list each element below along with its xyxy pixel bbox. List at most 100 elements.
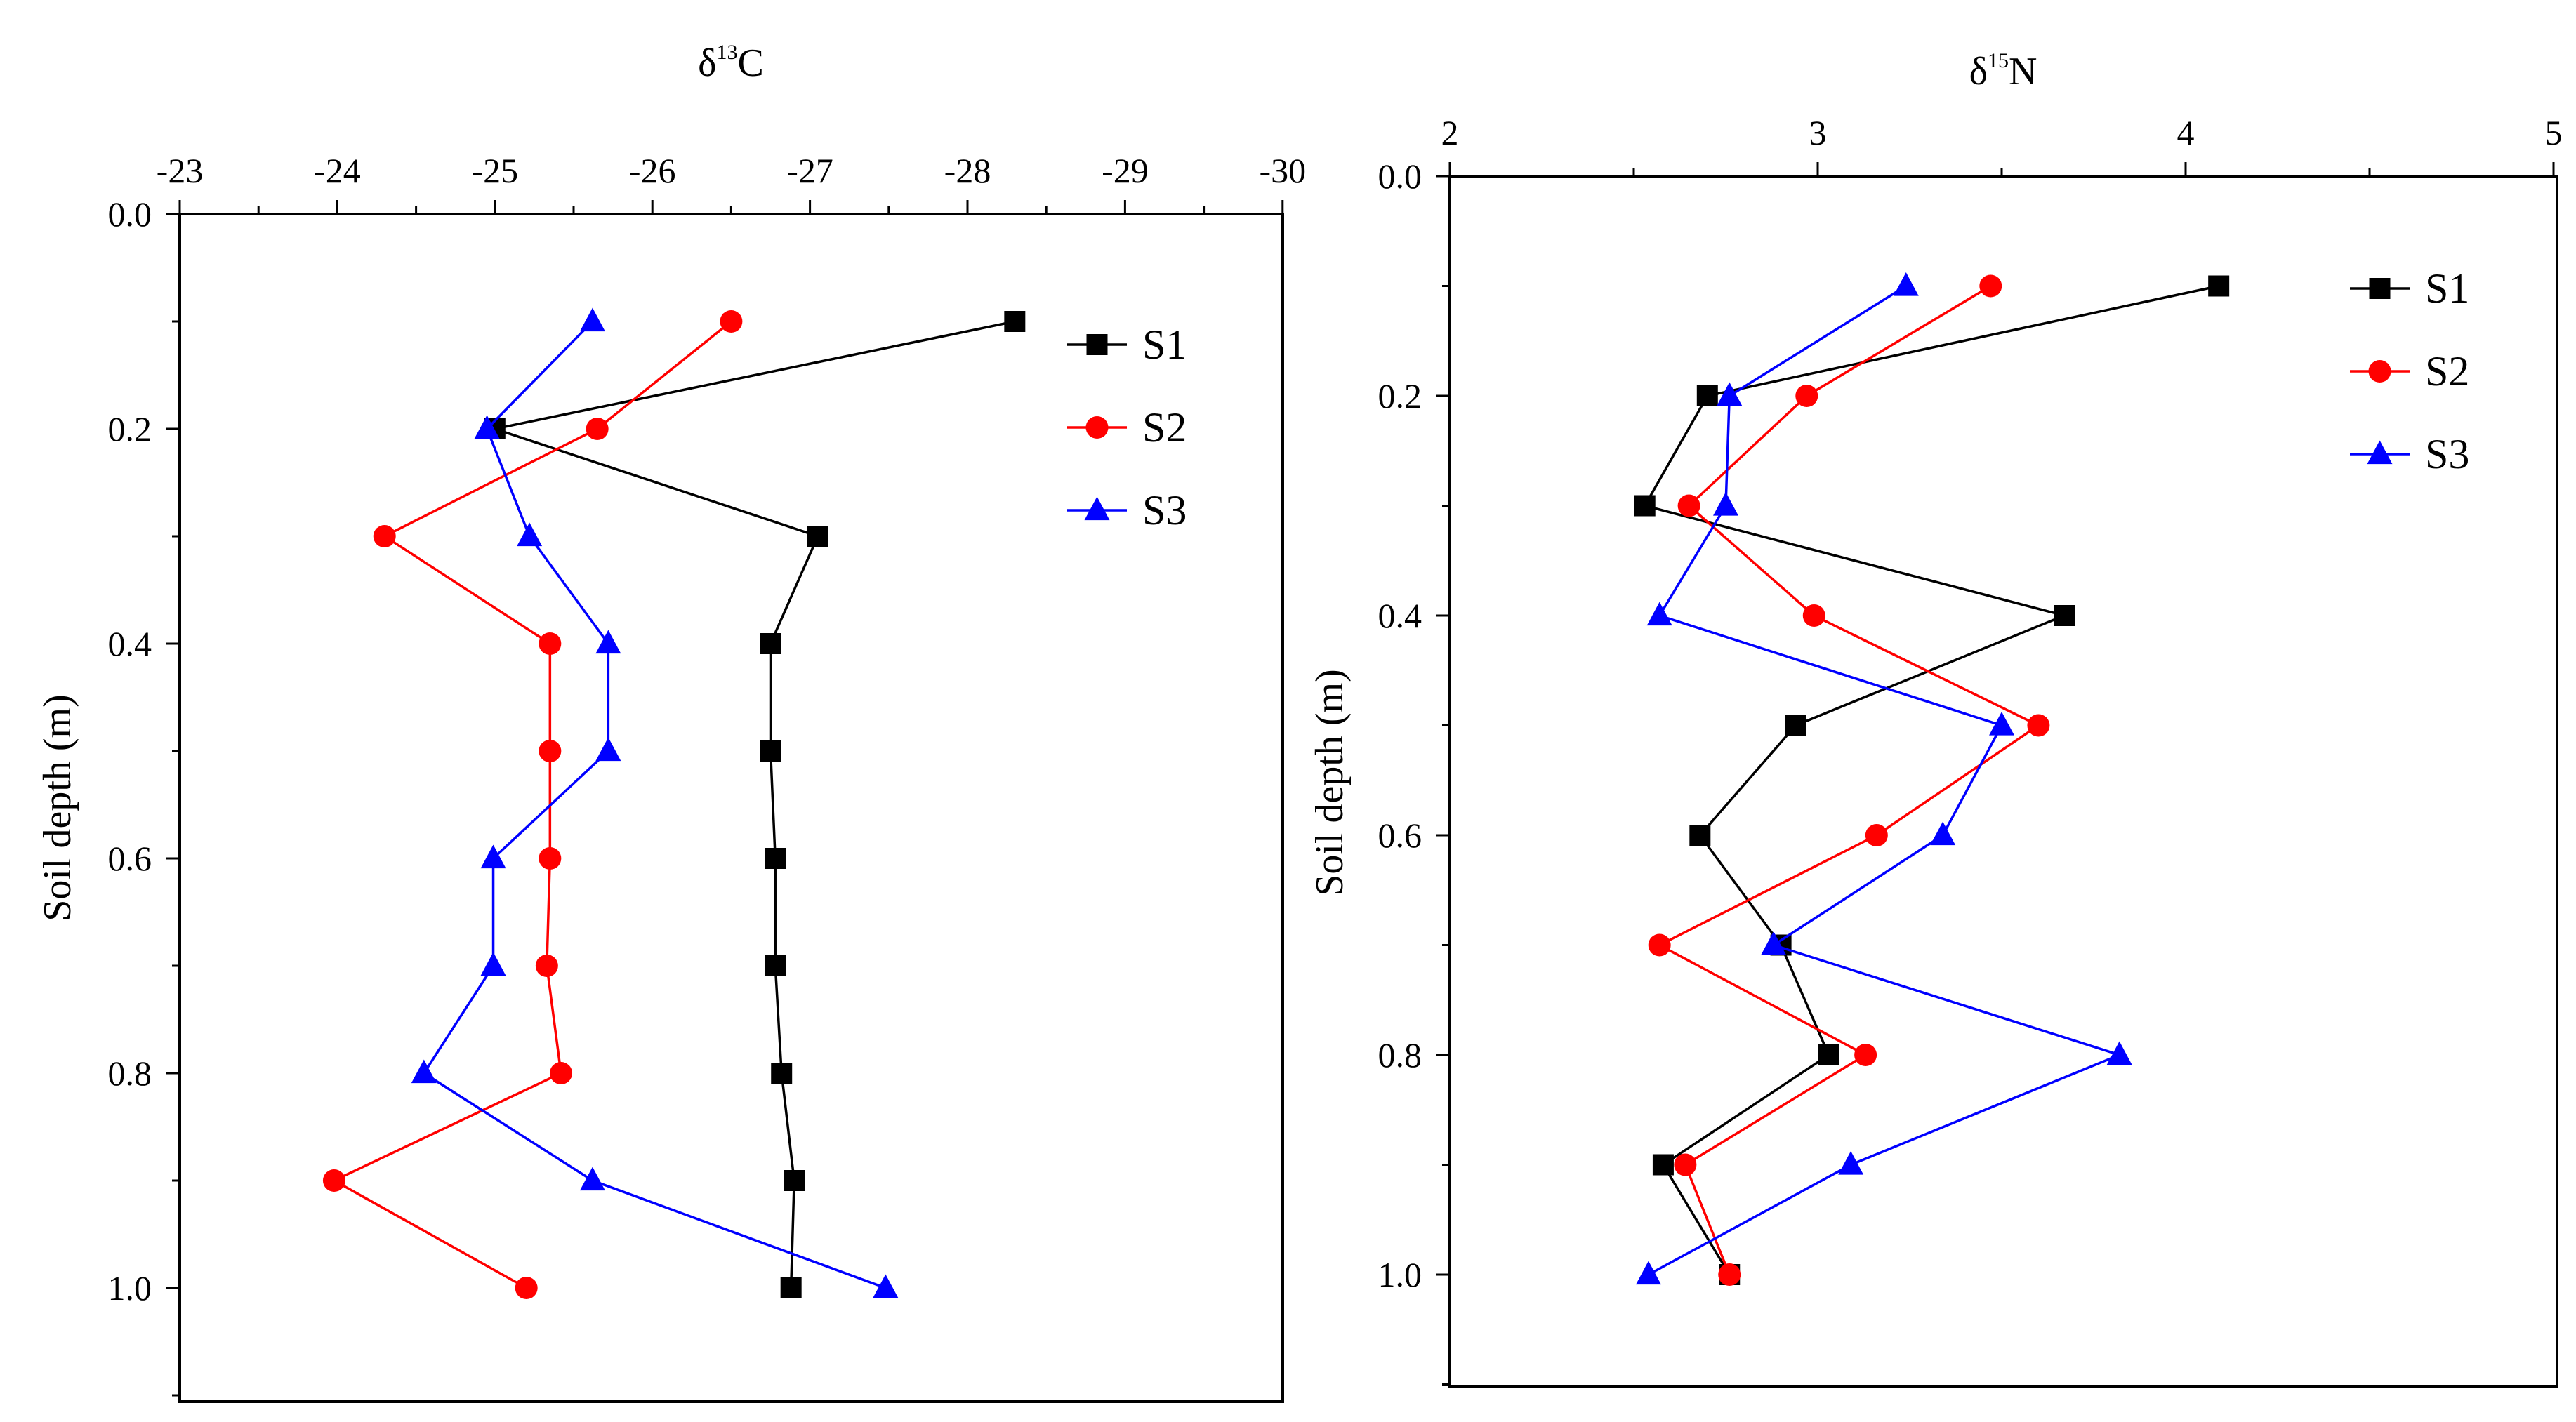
x-tick-label: -30 — [1259, 151, 1306, 190]
y-ticks: 0.0 0.2 0.4 0.6 0.8 1.0 — [108, 194, 180, 1397]
legend-item-s3: S3 — [1067, 487, 1187, 533]
x-axis-title: δ13C — [698, 41, 764, 85]
series-line — [1648, 285, 2123, 1276]
data-point — [373, 525, 396, 547]
data-point — [474, 415, 500, 439]
data-point — [765, 955, 786, 976]
y-tick-label: 0.2 — [1378, 376, 1422, 416]
series-s2 — [1648, 274, 2050, 1286]
y-tick-label: 1.0 — [1378, 1255, 1422, 1294]
data-point — [765, 848, 786, 869]
x-tick-label: -24 — [314, 151, 361, 190]
legend-label: S3 — [1142, 487, 1187, 533]
data-point — [2106, 1041, 2132, 1065]
data-point — [1689, 825, 1711, 846]
legend-label: S3 — [2425, 431, 2469, 477]
data-point — [2027, 714, 2050, 737]
data-point — [579, 1167, 605, 1191]
data-point — [771, 1063, 793, 1084]
data-point — [579, 307, 605, 332]
data-point — [1648, 933, 1671, 957]
data-point — [1646, 602, 1672, 626]
legend-label: S2 — [2425, 348, 2469, 394]
data-point — [1818, 1044, 1839, 1065]
data-point — [1696, 385, 1718, 406]
data-point — [2208, 275, 2230, 297]
data-point — [807, 526, 828, 547]
data-point — [1865, 824, 1888, 846]
data-point — [1634, 495, 1656, 517]
data-point — [1930, 821, 1956, 846]
y-tick-label: 0.6 — [1378, 816, 1422, 855]
x-tick-label: 3 — [1809, 113, 1827, 152]
series-line — [1656, 284, 2041, 1275]
legend-label: S2 — [1142, 404, 1187, 451]
data-point — [535, 955, 558, 977]
legend-marker — [1086, 334, 1108, 355]
data-point — [760, 740, 781, 762]
legend-label: S1 — [1142, 321, 1187, 368]
x-tick-label: -25 — [471, 151, 518, 190]
chart-d15n: δ15N Soil depth (m) 2 3 4 5 0.0 0.2 0.4 0.6 0.8… — [1308, 49, 2563, 1388]
x-tick-label: -29 — [1102, 151, 1149, 190]
series-line — [490, 320, 1015, 1289]
data-point — [595, 737, 621, 762]
data-point — [1893, 272, 1919, 296]
plot-frame — [178, 213, 1284, 1403]
x-tick-label: 5 — [2545, 113, 2563, 152]
x-ticks: 2 3 4 5 — [1441, 113, 2563, 176]
data-point — [1718, 1263, 1741, 1286]
legend-item-s3: S3 — [2350, 431, 2469, 477]
legend-marker — [1084, 496, 1110, 521]
x-tick-label: 2 — [1441, 113, 1459, 152]
plot-frame — [1448, 175, 2558, 1388]
data-point — [539, 632, 562, 655]
x-axis-title: δ15N — [1969, 49, 2037, 93]
series-s1 — [1634, 275, 2230, 1285]
x-tick-label: -28 — [944, 151, 991, 190]
data-point — [1854, 1044, 1877, 1066]
data-point — [515, 1277, 538, 1299]
data-point — [539, 740, 562, 762]
chart-d13c: δ13C Soil depth (m) -23 -24 -25 -26 -27 -28 -2… — [36, 41, 1306, 1403]
y-tick-label: 0.8 — [1378, 1035, 1422, 1075]
legend: S1 S2 S3 — [2350, 265, 2469, 477]
data-point — [1785, 715, 1806, 736]
series-s3 — [411, 307, 899, 1298]
legend: S1 S2 S3 — [1067, 321, 1187, 533]
data-point — [517, 522, 543, 547]
legend-item-s2: S2 — [2350, 348, 2469, 394]
data-point — [1989, 711, 2014, 736]
data-point — [1652, 1154, 1674, 1176]
x-tick-label: 4 — [2177, 113, 2195, 152]
data-point — [539, 847, 562, 870]
data-point — [480, 952, 506, 976]
data-point — [780, 1277, 802, 1298]
legend-item-s1: S1 — [2350, 265, 2469, 312]
y-tick-label: 0.0 — [108, 194, 152, 234]
y-axis-title: Soil depth (m) — [1308, 669, 1352, 896]
data-point — [1677, 494, 1700, 517]
data-point — [322, 1169, 345, 1192]
data-point — [720, 310, 743, 333]
legend-marker — [2368, 360, 2391, 383]
legend-marker — [2369, 278, 2391, 299]
data-point — [550, 1062, 573, 1084]
data-point — [2054, 605, 2075, 626]
data-point — [1635, 1261, 1661, 1285]
series-line — [1643, 284, 2219, 1275]
x-tick-label: -23 — [157, 151, 204, 190]
x-ticks: -23 -24 -25 -26 -27 -28 -29 -30 — [157, 151, 1306, 214]
y-tick-label: 0.4 — [1378, 596, 1422, 635]
data-point — [1717, 382, 1743, 406]
y-tick-label: 0.4 — [108, 624, 152, 663]
legend-marker — [1085, 416, 1109, 439]
data-point — [1979, 274, 2002, 298]
y-axis-title: Soil depth (m) — [36, 694, 79, 922]
data-point — [1802, 604, 1825, 627]
data-point — [1713, 491, 1738, 516]
data-point — [411, 1059, 437, 1084]
data-point — [1004, 311, 1026, 332]
x-tick-label: -27 — [786, 151, 833, 190]
series-s1 — [484, 311, 1026, 1298]
